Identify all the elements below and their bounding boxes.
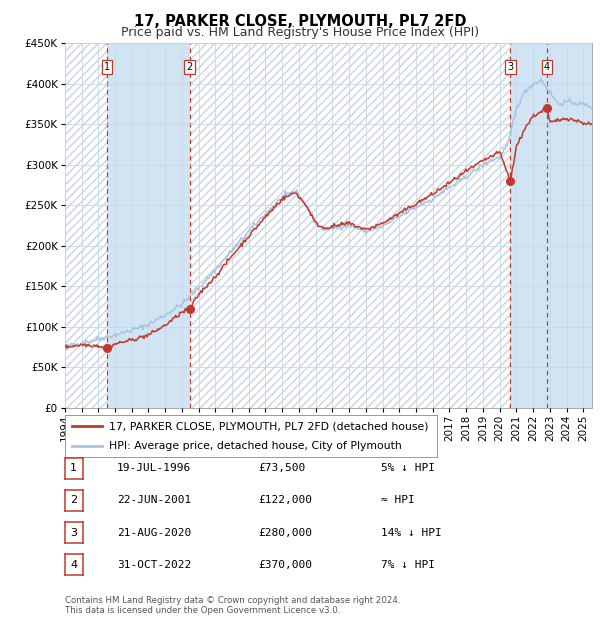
Text: 17, PARKER CLOSE, PLYMOUTH, PL7 2FD: 17, PARKER CLOSE, PLYMOUTH, PL7 2FD [134,14,466,29]
Text: Price paid vs. HM Land Registry's House Price Index (HPI): Price paid vs. HM Land Registry's House … [121,26,479,39]
Text: 14% ↓ HPI: 14% ↓ HPI [381,528,442,538]
Text: 3: 3 [507,62,514,72]
Text: £122,000: £122,000 [258,495,312,505]
Text: 5% ↓ HPI: 5% ↓ HPI [381,463,435,473]
Text: HPI: Average price, detached house, City of Plymouth: HPI: Average price, detached house, City… [109,441,402,451]
Text: £280,000: £280,000 [258,528,312,538]
Text: 19-JUL-1996: 19-JUL-1996 [117,463,191,473]
Text: 4: 4 [70,560,77,570]
Text: 3: 3 [70,528,77,538]
Text: £370,000: £370,000 [258,560,312,570]
Text: 2: 2 [187,62,193,72]
Bar [65,43,107,408]
Text: 17, PARKER CLOSE, PLYMOUTH, PL7 2FD (detached house): 17, PARKER CLOSE, PLYMOUTH, PL7 2FD (det… [109,421,429,431]
Bar [547,43,592,408]
Text: ≈ HPI: ≈ HPI [381,495,415,505]
Text: 22-JUN-2001: 22-JUN-2001 [117,495,191,505]
Text: 1: 1 [104,62,110,72]
Bar [190,43,511,408]
Text: 21-AUG-2020: 21-AUG-2020 [117,528,191,538]
Text: 2: 2 [70,495,77,505]
Text: 4: 4 [544,62,550,72]
Text: 31-OCT-2022: 31-OCT-2022 [117,560,191,570]
Text: Contains HM Land Registry data © Crown copyright and database right 2024.
This d: Contains HM Land Registry data © Crown c… [65,596,400,615]
Text: 7% ↓ HPI: 7% ↓ HPI [381,560,435,570]
Text: 1: 1 [70,463,77,473]
Text: £73,500: £73,500 [258,463,305,473]
Bar [107,43,190,408]
Bar [511,43,547,408]
